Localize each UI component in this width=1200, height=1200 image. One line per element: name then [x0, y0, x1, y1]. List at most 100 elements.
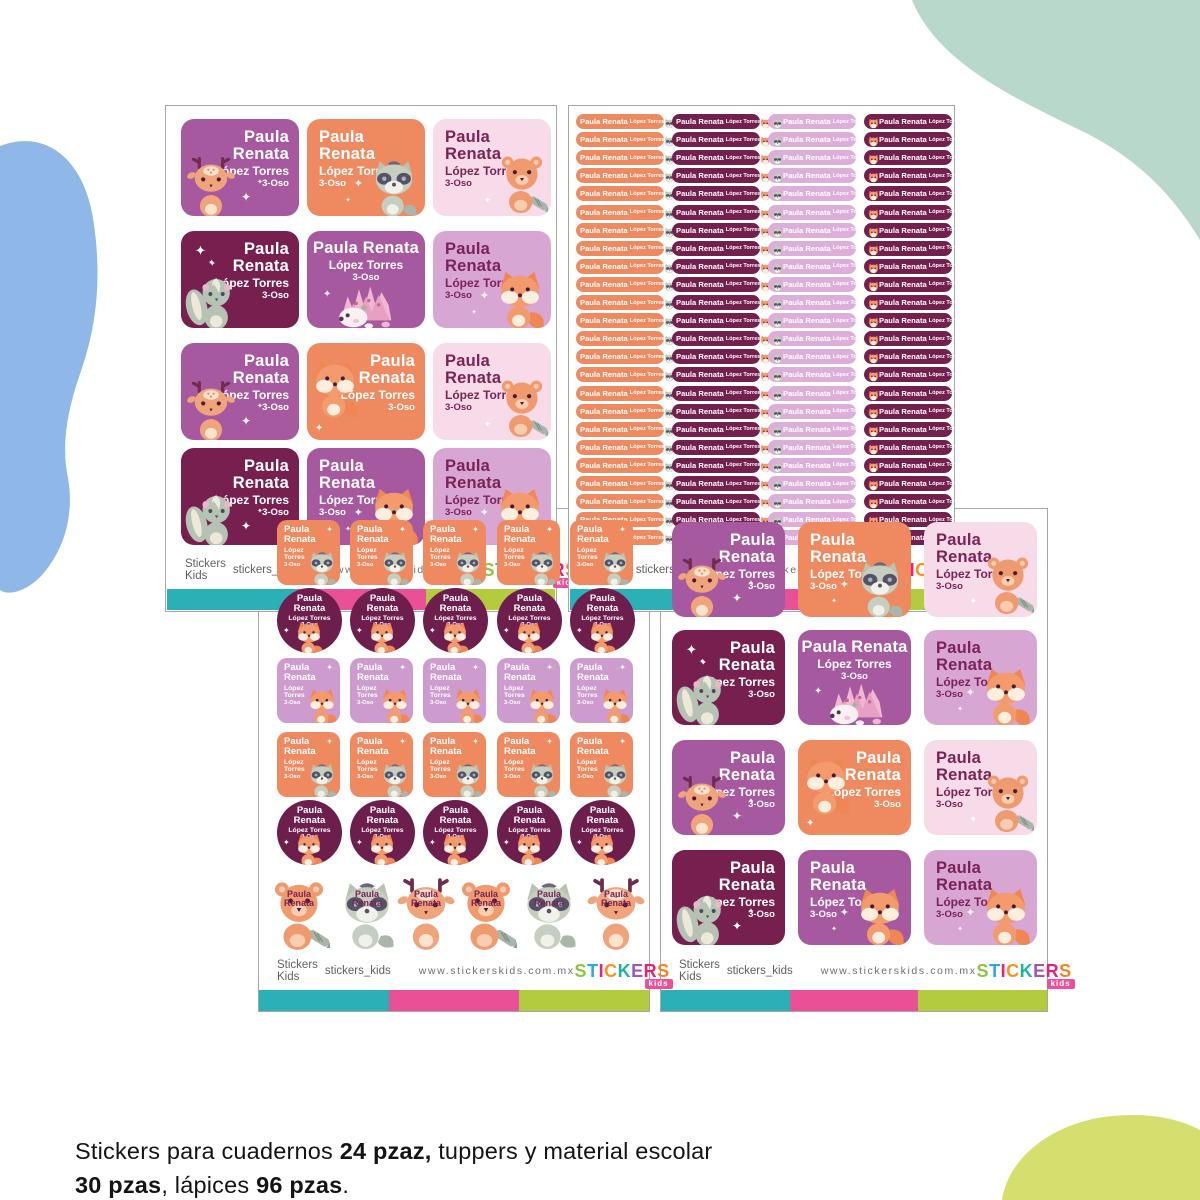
decor-blob-bottom-right [1002, 1114, 1200, 1200]
pencil-sticker-lastname: López Torres [832, 390, 868, 396]
caption-segment: tuppers y material escolar [431, 1137, 713, 1164]
raccoon-head-icon [773, 318, 782, 328]
pencil-sticker-lastname: López Torres [832, 299, 868, 306]
pencil-sticker-name: Paula Renata [783, 153, 831, 163]
raccoon-wrap [306, 761, 338, 797]
fox-head-icon [868, 335, 879, 346]
raccoon-head [772, 442, 783, 455]
fox-head [868, 406, 879, 418]
raccoon-head [772, 496, 783, 509]
product-description: Stickers para cuadernos 24 pzaz, tuppers… [75, 1134, 835, 1200]
facebook-handle: Stickers Kids [277, 959, 318, 983]
pencil-sticker-lastname: López Torres [629, 154, 665, 161]
sparkle-icon: ✦ [345, 197, 351, 204]
deer-wrap [676, 557, 728, 617]
pencil-sticker-name: Paula Renata [580, 189, 628, 199]
pencil-sticker-lastname: López Torres [725, 408, 761, 415]
pencil-sticker-lastname: López Torres [725, 426, 761, 433]
small-name-sticker: Paula Renata López Torres 3-Oso ✦ [277, 658, 340, 723]
pencil-sticker-lastname: López Torres [928, 118, 964, 125]
skunk-icon [676, 895, 722, 945]
fox-head-icon [868, 372, 879, 382]
pencil-sticker-name: Paula Renata [580, 298, 628, 307]
pencil-sticker-name: Paula Renata [676, 479, 724, 488]
fox-icon [370, 622, 396, 653]
raccoon-head-icon [773, 281, 782, 292]
sticker-name-text: Paula Renata López Torres 3-Oso [936, 531, 1011, 592]
raccoon-head [772, 424, 783, 436]
sparkle-icon: ✦ [241, 190, 252, 204]
bear-with-pencil-icon [501, 380, 551, 438]
instagram-handle: stickers_kids [324, 965, 391, 977]
pencil-sticker-name: Paula Renata [879, 370, 927, 380]
pencil-sticker-name: Paula Renata [879, 334, 927, 344]
raccoon-icon [530, 764, 556, 797]
fox-head-icon [868, 426, 879, 436]
fox-wrap [587, 620, 617, 653]
sparkle-icon: ✦ [957, 706, 963, 713]
sparkle-icon: ✦ [957, 926, 963, 933]
pencil-sticker-name: Paula Renata [879, 497, 927, 507]
name-sticker: Paula Renata López Torres 3-Oso ✦ ✦ ✦ ✦ [181, 231, 299, 328]
fox-wrap [294, 832, 324, 865]
logo-kids-badge: kids [1046, 978, 1075, 989]
logo-letter: K [1019, 961, 1034, 981]
pencil-sticker-lastname: López Torres [832, 136, 868, 143]
fox-head [868, 225, 879, 237]
pencil-sticker-lastname: López Torres [832, 172, 868, 179]
pencil-sticker-name: Paula Renata [676, 388, 724, 398]
pencil-sticker-lastname: López Torres [832, 516, 868, 523]
name-sticker: Paula Renata López Torres 3-Oso ✦✦ [924, 630, 1037, 725]
name-sticker: Paula Renata López Torres 3-Oso ✦ ✦ [181, 343, 299, 440]
pencil-sticker-lastname: López Torres [725, 317, 761, 324]
logo-letter: S [976, 961, 990, 981]
raccoon-head-icon [773, 444, 782, 455]
raccoon-head-icon [773, 245, 782, 255]
deer-icon [678, 558, 726, 617]
small-name-sticker: Paula Renata López Torres 3-Oso ✦ [423, 658, 486, 723]
material-stickers-content: Paula Renata López Torres 3-Oso ✦ ✦ Paula Re… [660, 508, 1075, 1012]
sheet-color-bar [259, 990, 649, 1011]
pencil-sticker-name: Paula Renata [676, 352, 724, 362]
pencil-sticker-lastname: López Torres [928, 281, 964, 288]
fox-head [868, 134, 879, 147]
sticker-name-text: Paula Renata López Torres 3-Oso [445, 457, 520, 518]
raccoon-wrap [854, 557, 906, 617]
name-sticker: Paula Renata López Torres 3-Oso ✦ [307, 231, 425, 328]
sparkle-icon: ✦ [241, 414, 252, 428]
sparkle-icon: ✦ [323, 289, 332, 300]
pencil-sticker-lastname: López Torres [928, 444, 964, 451]
pencil-sticker-name: Paula Renata [676, 497, 724, 507]
pencil-sticker-name: Paula Renata [580, 515, 628, 524]
fox-head-icon [868, 227, 879, 237]
raccoon-head [772, 188, 783, 201]
skunk-wrap [185, 268, 237, 328]
sticker-name-text: Paula Renata López Torres 3-Oso [700, 531, 775, 592]
raccoon-icon [456, 764, 482, 797]
fox-icon [517, 622, 543, 653]
pencil-sticker-name: Paula Renata [676, 243, 724, 253]
sticker-name-text: Paula Renata López Torres 3-Oso [936, 749, 1011, 810]
fox-wrap [980, 885, 1032, 945]
logo-letter: T [587, 961, 599, 981]
pencil-sticker-name: Paula Renata [783, 442, 831, 452]
fox-icon [455, 689, 483, 723]
fox-head-icon [868, 480, 879, 491]
name-sticker: Paula Renata López Torres 3-Oso ✦✦ [433, 231, 551, 328]
raccoon-head-icon [773, 118, 782, 129]
facebook-handle: Stickers Kids [185, 558, 226, 582]
